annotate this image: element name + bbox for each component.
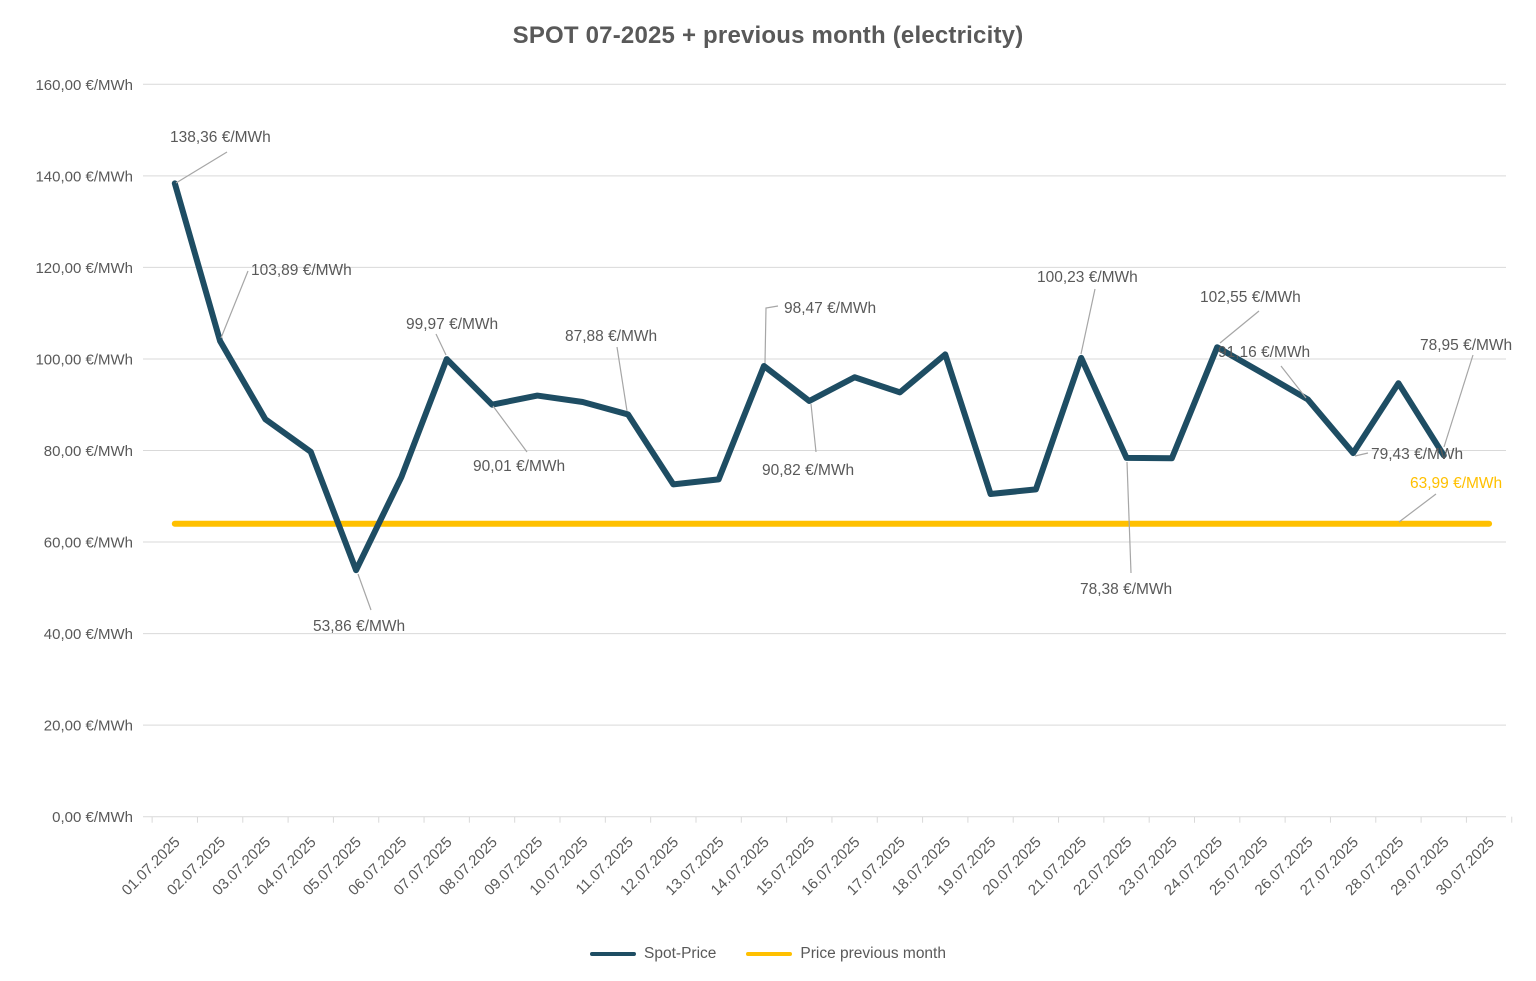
annotation-label: 103,89 €/MWh	[251, 262, 352, 279]
annotation-label: 99,97 €/MWh	[406, 316, 498, 333]
legend-item-previous-month: Price previous month	[746, 945, 946, 963]
chart-title: SPOT 07-2025 + previous month (electrici…	[512, 22, 1024, 49]
annotation-label: 78,95 €/MWh	[1420, 337, 1512, 354]
y-axis-label: 0,00 €/MWh	[52, 809, 133, 826]
annotation-leader-line	[810, 403, 817, 453]
annotation-leader-line	[175, 151, 228, 184]
annotation-label: 53,86 €/MWh	[313, 618, 405, 635]
y-axis-label: 40,00 €/MWh	[44, 626, 133, 643]
annotation-leader-line	[1443, 354, 1474, 448]
annotation-leader-line	[357, 573, 372, 611]
y-axis-label: 160,00 €/MWh	[35, 77, 133, 94]
spot-price-line-swatch	[590, 951, 637, 957]
annotation-label: 138,36 €/MWh	[170, 129, 271, 146]
annotation-leader-line	[1280, 365, 1307, 399]
annotation-leader-line	[1219, 310, 1260, 344]
annotation-label: 79,43 €/MWh	[1371, 446, 1463, 463]
legend: Spot-Price Price previous month	[0, 945, 1536, 963]
annotation-label: 102,55 €/MWh	[1200, 289, 1301, 306]
annotation-label: 98,47 €/MWh	[784, 300, 876, 317]
annotation-leader-line	[1354, 452, 1369, 457]
annotation-leader-line	[435, 333, 447, 356]
annotation-label: 78,38 €/MWh	[1080, 581, 1172, 598]
y-axis-label: 100,00 €/MWh	[35, 351, 133, 368]
annotation-label: 90,82 €/MWh	[762, 462, 854, 479]
legend-label-previous-month: Price previous month	[800, 945, 946, 962]
annotation-leader-line	[764, 305, 779, 364]
annotation-leader-line	[492, 405, 528, 453]
legend-item-spot-price: Spot-Price	[590, 945, 716, 963]
previous-month-line-swatch	[746, 951, 793, 957]
y-axis-label: 140,00 €/MWh	[35, 168, 133, 185]
annotation-label: 91,16 €/MWh	[1218, 344, 1310, 361]
annotation-leader-line	[616, 346, 628, 412]
annotation-label: 63,99 €/MWh	[1410, 475, 1502, 492]
spot-price-line	[171, 180, 1447, 574]
annotation-leader-line	[1080, 288, 1096, 355]
annotation-label: 90,01 €/MWh	[473, 458, 565, 475]
y-axis-label: 80,00 €/MWh	[44, 443, 133, 460]
annotation-leader-line	[1126, 461, 1132, 574]
legend-label-spot-price: Spot-Price	[644, 945, 717, 962]
annotation-leader-line	[1398, 493, 1437, 523]
y-axis-label: 20,00 €/MWh	[44, 718, 133, 735]
y-axis-label: 60,00 €/MWh	[44, 535, 133, 552]
y-axis-label: 120,00 €/MWh	[35, 260, 133, 277]
annotation-leader-line	[220, 270, 249, 339]
annotation-label: 100,23 €/MWh	[1037, 269, 1138, 286]
annotation-label: 87,88 €/MWh	[565, 328, 657, 345]
